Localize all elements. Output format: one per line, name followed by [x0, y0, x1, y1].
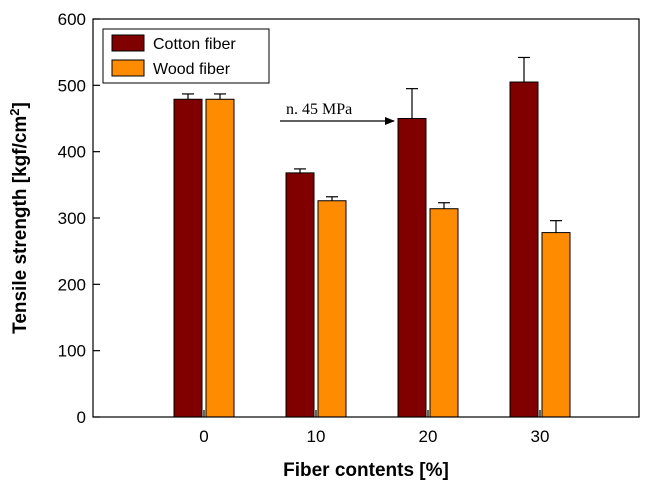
y-tick-label: 0 [77, 408, 86, 427]
x-tick-label: 30 [531, 427, 550, 446]
y-axis-title-superscript: 2 [7, 108, 22, 115]
bars-layer [173, 56, 571, 418]
legend-swatch-cotton [111, 34, 145, 52]
bar-wood-20 [429, 208, 459, 418]
x-axis-ticks: 0 10 20 30 [199, 410, 549, 446]
y-tick-label: 300 [58, 209, 86, 228]
x-tick-label: 10 [307, 427, 326, 446]
bar-cotton-0 [173, 98, 203, 418]
y-axis-ticks: 0 100 200 300 400 500 600 [58, 10, 100, 427]
legend: Cotton fiber Wood fiber [102, 28, 270, 84]
bar-cotton-30 [509, 81, 539, 418]
bar-wood-10 [317, 200, 347, 418]
y-tick-label: 400 [58, 143, 86, 162]
y-tick-label: 100 [58, 342, 86, 361]
y-axis-title-end: ] [10, 102, 31, 108]
x-axis-title: Fiber contents [%] [283, 460, 449, 481]
bar-cotton-10 [285, 172, 315, 418]
bar-wood-0 [205, 98, 235, 418]
bar-cotton-20 [397, 118, 427, 418]
annotation-text: n. 45 MPa [286, 101, 352, 118]
legend-swatch-wood [111, 59, 145, 77]
annotation: n. 45 MPa [280, 101, 395, 125]
legend-label-wood: Wood fiber [153, 61, 231, 78]
y-axis-title-main: Tensile strength [kgf/cm [10, 116, 31, 334]
y-axis-title: Tensile strength [kgf/cm2] [7, 102, 31, 334]
x-tick-label: 0 [199, 427, 208, 446]
legend-label-cotton: Cotton fiber [153, 36, 236, 53]
y-tick-label: 600 [58, 10, 86, 29]
y-tick-label: 200 [58, 275, 86, 294]
bar-wood-30 [541, 232, 571, 418]
x-tick-label: 20 [419, 427, 438, 446]
y-tick-label: 500 [58, 76, 86, 95]
